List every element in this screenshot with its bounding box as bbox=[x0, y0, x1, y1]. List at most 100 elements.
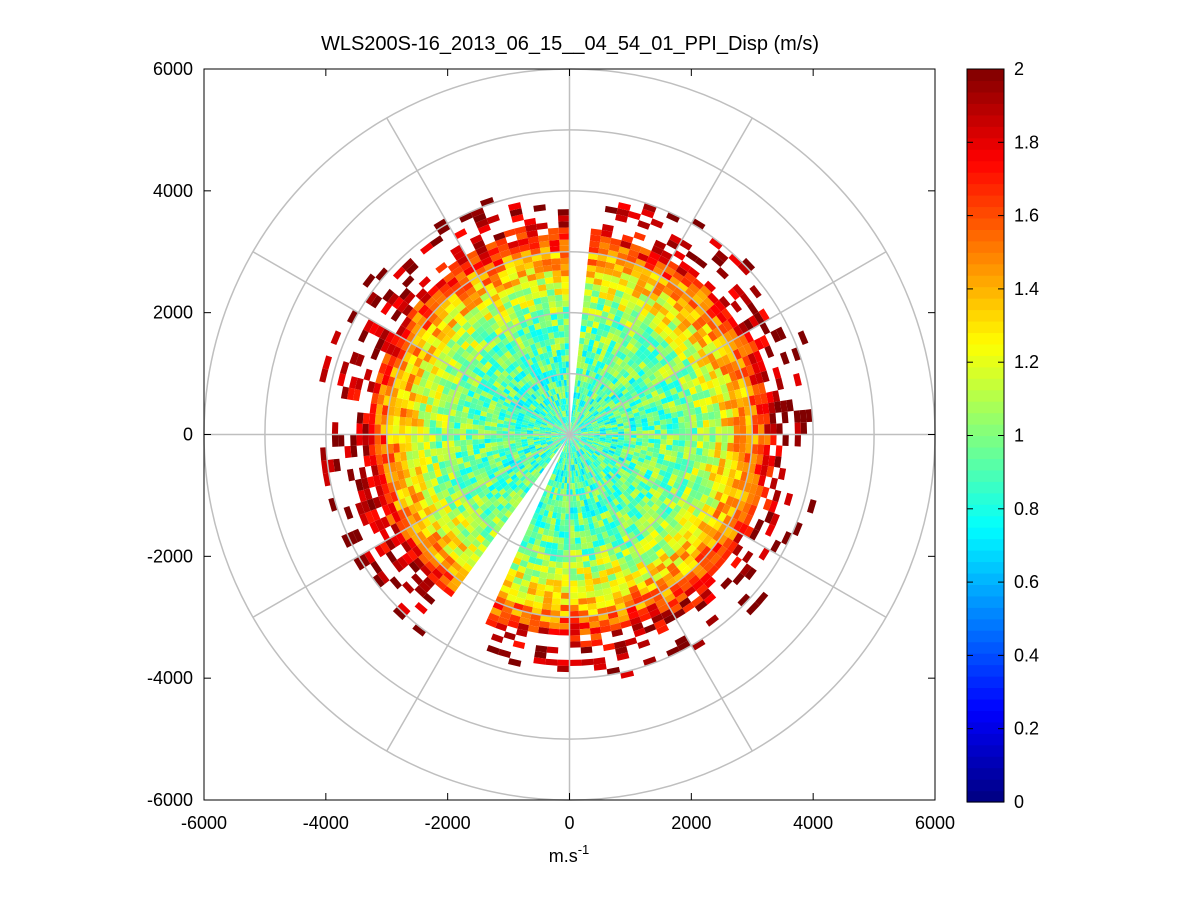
heatmap-cell bbox=[558, 361, 563, 369]
heatmap-cell bbox=[541, 302, 550, 310]
heatmap-cell bbox=[678, 422, 686, 429]
heatmap-cell bbox=[573, 501, 578, 508]
heatmap-cell bbox=[764, 424, 771, 435]
heatmap-cell bbox=[569, 610, 580, 618]
heatmap-cell bbox=[486, 267, 498, 278]
heatmap-cell bbox=[589, 484, 595, 492]
heatmap-cell bbox=[505, 342, 514, 351]
heatmap-cell bbox=[575, 392, 579, 399]
heatmap-cell bbox=[611, 441, 618, 445]
grid-spoke bbox=[252, 433, 570, 618]
heatmap-cell bbox=[678, 332, 688, 343]
heatmap-cell bbox=[521, 421, 529, 426]
heatmap-cell bbox=[465, 335, 475, 345]
heatmap-cell bbox=[597, 374, 603, 382]
heatmap-cell bbox=[442, 386, 451, 395]
heatmap-cell bbox=[714, 367, 724, 378]
heatmap-cell bbox=[518, 412, 525, 417]
colorbar-step bbox=[967, 160, 1004, 173]
heatmap-cell bbox=[675, 592, 688, 604]
heatmap-cell bbox=[725, 451, 734, 461]
heatmap-cell bbox=[709, 434, 716, 443]
heatmap-cell bbox=[637, 252, 649, 262]
colorbar-step bbox=[967, 584, 1004, 597]
heatmap-cell bbox=[652, 592, 664, 603]
heatmap-cell bbox=[392, 425, 400, 435]
heatmap-cell bbox=[561, 282, 570, 289]
heatmap-cell bbox=[730, 360, 741, 372]
heatmap-cell bbox=[526, 587, 537, 596]
colorbar-step bbox=[967, 446, 1004, 459]
heatmap-cell bbox=[415, 288, 428, 300]
heatmap-cell bbox=[529, 363, 537, 372]
heatmap-cell bbox=[722, 467, 731, 478]
heatmap-cell bbox=[455, 410, 463, 418]
heatmap-cell bbox=[586, 390, 592, 397]
heatmap-cell bbox=[693, 399, 701, 408]
heatmap-cell bbox=[671, 316, 682, 327]
heatmap-cell bbox=[600, 376, 606, 384]
heatmap-cell bbox=[616, 365, 624, 373]
heatmap-cell bbox=[453, 422, 461, 429]
heatmap-cell bbox=[596, 533, 604, 541]
heatmap-cell bbox=[482, 373, 491, 382]
heatmap-cell bbox=[558, 331, 565, 338]
heatmap-cell bbox=[469, 384, 478, 393]
heatmap-cell bbox=[565, 416, 568, 423]
heatmap-cell bbox=[375, 404, 383, 415]
heatmap-cell bbox=[513, 375, 521, 383]
heatmap-cell bbox=[497, 243, 510, 253]
heatmap-cell bbox=[545, 491, 551, 499]
heatmap-cell bbox=[427, 312, 439, 324]
heatmap-cell bbox=[660, 608, 674, 619]
heatmap-cell bbox=[562, 411, 565, 418]
heatmap-cell bbox=[621, 415, 629, 421]
heatmap-cell bbox=[467, 413, 475, 420]
heatmap-cell bbox=[583, 499, 589, 506]
heatmap-cell bbox=[498, 394, 507, 402]
heatmap-cell bbox=[691, 427, 698, 435]
heatmap-cell bbox=[497, 419, 504, 424]
heatmap-cell bbox=[577, 579, 586, 587]
heatmap-cell bbox=[492, 380, 501, 389]
heatmap-cell bbox=[459, 393, 468, 401]
heatmap-cell bbox=[538, 546, 546, 554]
heatmap-cell bbox=[411, 573, 423, 586]
heatmap-cell bbox=[704, 576, 716, 589]
heatmap-cell bbox=[518, 464, 526, 471]
heatmap-cell bbox=[686, 480, 695, 489]
heatmap-cell bbox=[554, 468, 559, 476]
heatmap-cell bbox=[581, 461, 587, 468]
heatmap-cell bbox=[484, 425, 491, 431]
heatmap-cell bbox=[646, 582, 658, 592]
heatmap-cell bbox=[431, 327, 442, 338]
heatmap-cell bbox=[558, 215, 570, 222]
heatmap-cell bbox=[453, 428, 460, 435]
heatmap-cell bbox=[552, 270, 562, 277]
heatmap-cell bbox=[582, 381, 587, 389]
heatmap-cell bbox=[571, 440, 575, 446]
heatmap-cell bbox=[641, 445, 648, 451]
heatmap-cell bbox=[487, 455, 495, 461]
heatmap-cell bbox=[642, 348, 652, 357]
heatmap-cell bbox=[482, 476, 491, 484]
heatmap-cell bbox=[691, 595, 704, 607]
heatmap-cell bbox=[710, 464, 719, 474]
heatmap-cell bbox=[633, 451, 641, 458]
heatmap-cell bbox=[589, 384, 595, 392]
colorbar-step bbox=[967, 217, 1004, 230]
heatmap-cell bbox=[506, 593, 517, 603]
heatmap-cell bbox=[547, 351, 553, 358]
heatmap-cell bbox=[545, 406, 551, 412]
heatmap-cell bbox=[570, 440, 572, 447]
heatmap-cell bbox=[576, 419, 581, 425]
heatmap-cell bbox=[436, 341, 447, 352]
heatmap-cell bbox=[708, 370, 718, 380]
heatmap-cell bbox=[602, 449, 609, 454]
heatmap-cell bbox=[669, 456, 677, 463]
heatmap-cell bbox=[337, 373, 346, 387]
heatmap-cell bbox=[676, 410, 684, 418]
heatmap-cell bbox=[637, 607, 649, 617]
heatmap-cell bbox=[519, 454, 527, 460]
heatmap-cell bbox=[498, 477, 506, 485]
